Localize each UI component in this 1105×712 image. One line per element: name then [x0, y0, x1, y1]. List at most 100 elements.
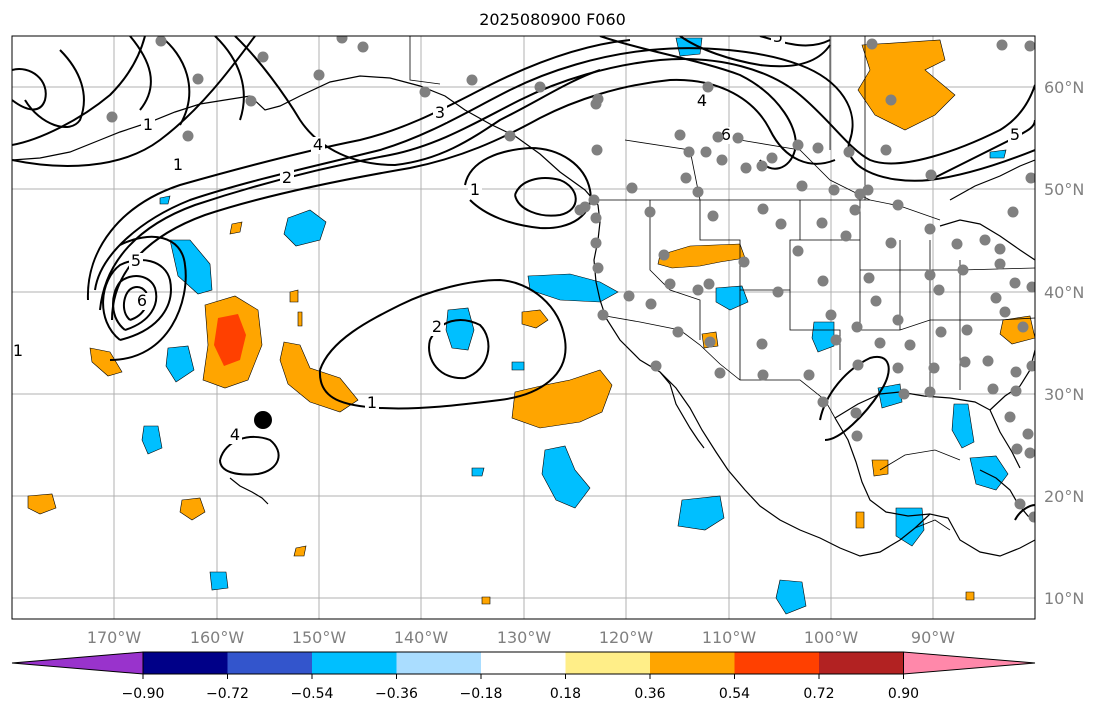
anomaly-region	[481, 596, 491, 605]
station-dot	[106, 111, 118, 123]
anomaly-region	[279, 341, 359, 413]
colorbar-tick-label: −0.36	[375, 686, 418, 702]
anomaly-region	[521, 309, 549, 329]
station-dot	[825, 309, 837, 321]
anomaly-region	[855, 511, 865, 529]
contour-label-bg	[430, 319, 444, 336]
contour-line	[214, 36, 245, 121]
latitude-label: 50°N	[1044, 180, 1084, 199]
station-dot	[591, 144, 603, 156]
station-dot	[812, 142, 824, 154]
contour-line	[159, 36, 191, 126]
station-dot	[313, 69, 325, 81]
colorbar-segment	[312, 652, 397, 674]
station-dot	[892, 314, 904, 326]
colorbar-segment	[650, 652, 735, 674]
longitude-label: 110°W	[702, 628, 757, 647]
station-dot	[626, 182, 638, 194]
contour-label-bg	[129, 253, 143, 270]
contour-line	[12, 68, 47, 111]
gridlines	[12, 36, 1035, 619]
colorbar-tick-label: −0.18	[460, 686, 503, 702]
station-dot	[817, 396, 829, 408]
station-dot	[828, 184, 840, 196]
contour-label: 6	[721, 125, 731, 144]
station-dot	[924, 269, 936, 281]
station-dot	[700, 146, 712, 158]
contour-label-bg	[1008, 127, 1022, 144]
station-dot	[817, 275, 829, 287]
contour-label-bg	[365, 395, 379, 412]
border-line	[739, 139, 871, 201]
contour-line	[759, 36, 831, 47]
station-dot	[870, 295, 882, 307]
station-dot	[757, 369, 769, 381]
border-line	[649, 200, 701, 340]
contour-line	[234, 36, 601, 167]
border-line	[789, 290, 841, 370]
border-line	[914, 519, 951, 531]
coastline	[834, 391, 1021, 469]
station-dot	[1011, 443, 1023, 455]
station-dot	[714, 367, 726, 379]
station-dot	[155, 36, 167, 47]
station-dot	[961, 324, 973, 336]
anomaly-region	[283, 209, 327, 247]
station-dot	[924, 223, 936, 235]
longitude-label: 140°W	[394, 628, 449, 647]
station-dot	[766, 152, 778, 164]
colorbar-tick-label: −0.72	[206, 686, 249, 702]
station-dot	[692, 186, 704, 198]
station-dot	[994, 243, 1006, 255]
longitude-label: 170°W	[87, 628, 142, 647]
anomaly-region	[89, 347, 123, 377]
station-dot	[738, 256, 750, 268]
station-dot	[336, 36, 348, 44]
anomaly-region	[289, 289, 299, 303]
anomaly-region	[677, 495, 725, 531]
station-dot	[933, 284, 945, 296]
station-dot	[257, 51, 269, 63]
anomaly-region	[989, 149, 1007, 159]
colorbar-segment	[396, 652, 481, 674]
station-dot	[756, 160, 768, 172]
station-dot	[1010, 366, 1022, 378]
contour-line	[86, 39, 631, 301]
station-dot	[849, 204, 861, 216]
anomaly-region	[965, 591, 975, 601]
colorbar-segment	[481, 652, 566, 674]
contour-line	[514, 177, 577, 217]
station-dot	[1010, 385, 1022, 397]
colorbar-outline	[142, 651, 904, 675]
station-dot	[928, 362, 940, 374]
station-dot	[892, 199, 904, 211]
contour-line	[679, 36, 831, 68]
station-dot	[792, 245, 804, 257]
station-dot	[756, 338, 768, 350]
border-line	[409, 36, 441, 85]
station-dot	[775, 218, 787, 230]
contour-line	[94, 47, 1035, 291]
anomaly-region	[675, 37, 703, 57]
latitude-label: 20°N	[1044, 487, 1084, 506]
station-dot	[192, 73, 204, 85]
station-dot	[979, 234, 991, 246]
station-dot	[851, 321, 863, 333]
latitude-axis: 60°N 50°N 40°N 30°N 20°N 10°N	[1044, 78, 1084, 608]
station-dot	[898, 388, 910, 400]
contour-line	[24, 49, 85, 129]
colorbar-tick-label: 0.72	[803, 686, 834, 702]
contour-line	[112, 275, 158, 331]
colorbar-segment	[819, 652, 904, 674]
contour-label: 1	[470, 180, 480, 199]
contour-label: 5	[1010, 125, 1020, 144]
contour-label-bg	[695, 93, 709, 110]
anomaly-region	[27, 493, 57, 515]
station-dot	[597, 309, 609, 321]
station-dot	[843, 146, 855, 158]
colorbar: −0.90 −0.72 −0.54 −0.36 −0.18 0.18 0.36 0.54 0.7…	[11, 651, 1036, 702]
contour-line	[819, 355, 890, 441]
station-dot	[590, 98, 602, 110]
anomaly-region	[775, 579, 807, 615]
